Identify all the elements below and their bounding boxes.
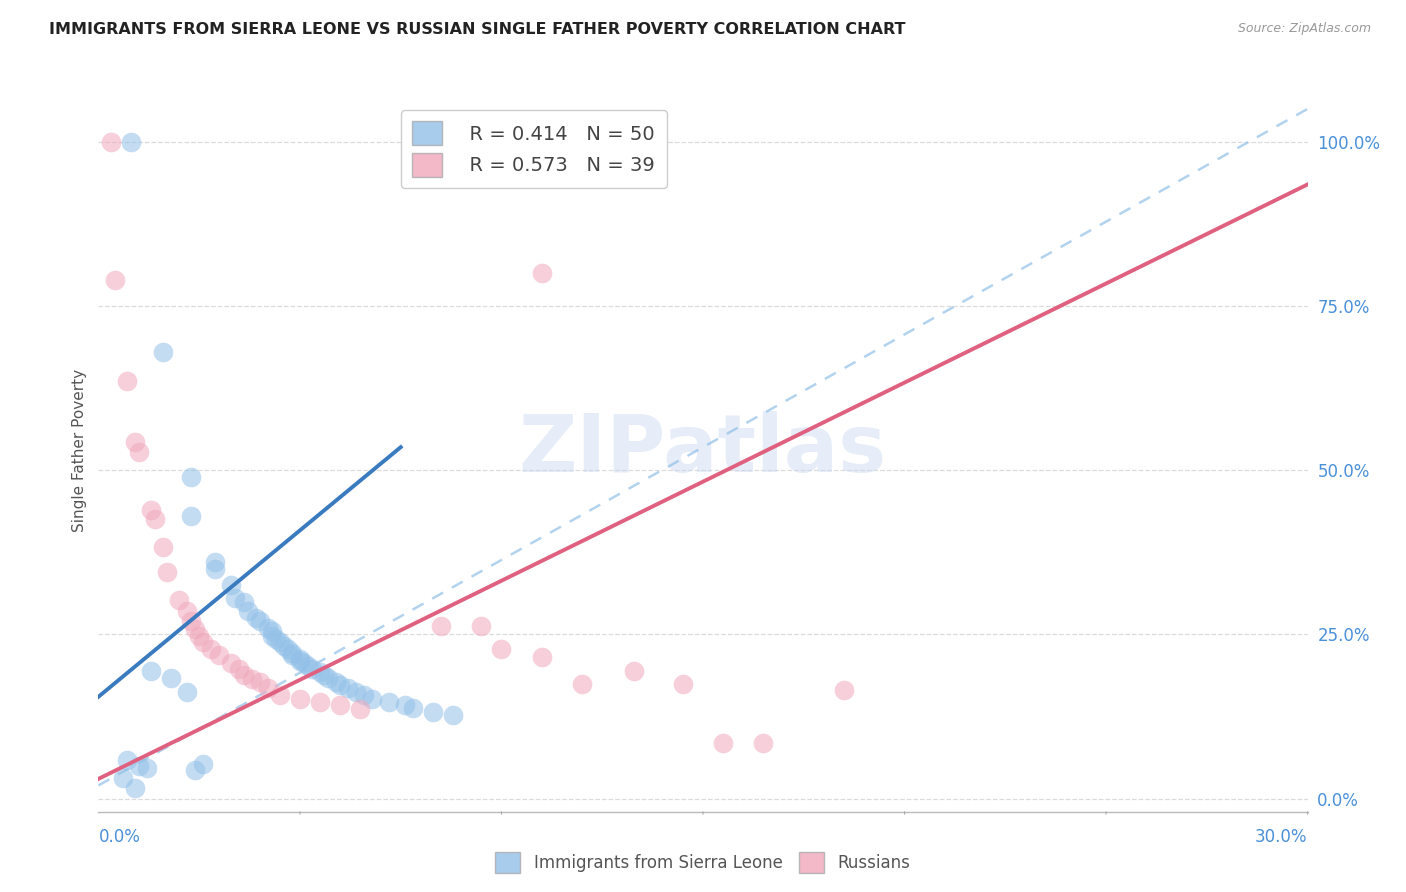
- Point: [200, 641, 222, 656]
- Point: [228, 661, 250, 675]
- Y-axis label: Single Father Poverty: Single Father Poverty: [72, 369, 87, 532]
- Point: [277, 641, 299, 656]
- Point: [309, 695, 332, 709]
- Point: [571, 676, 593, 690]
- Text: ZIPatlas: ZIPatlas: [519, 411, 887, 490]
- Text: Source: ZipAtlas.com: Source: ZipAtlas.com: [1237, 22, 1371, 36]
- Point: [204, 555, 226, 569]
- Point: [180, 469, 202, 483]
- Point: [184, 622, 207, 636]
- Point: [292, 656, 315, 670]
- Point: [176, 604, 198, 618]
- Point: [623, 664, 645, 678]
- Point: [232, 594, 254, 608]
- Point: [152, 345, 174, 359]
- Point: [135, 761, 157, 775]
- Point: [184, 763, 207, 777]
- Point: [430, 619, 453, 633]
- Legend: Immigrants from Sierra Leone, Russians: Immigrants from Sierra Leone, Russians: [489, 846, 917, 880]
- Point: [115, 754, 138, 768]
- Point: [111, 771, 134, 785]
- Point: [264, 632, 287, 646]
- Point: [260, 624, 283, 639]
- Point: [232, 668, 254, 682]
- Point: [711, 736, 734, 750]
- Point: [256, 621, 278, 635]
- Point: [316, 672, 339, 686]
- Point: [221, 656, 243, 670]
- Point: [124, 780, 146, 795]
- Point: [167, 592, 190, 607]
- Point: [103, 273, 125, 287]
- Point: [249, 675, 271, 690]
- Point: [530, 650, 553, 665]
- Point: [124, 434, 146, 449]
- Point: [441, 708, 464, 723]
- Point: [752, 736, 775, 750]
- Text: 0.0%: 0.0%: [98, 828, 141, 847]
- Point: [236, 604, 259, 618]
- Point: [353, 688, 375, 702]
- Point: [224, 591, 246, 606]
- Point: [160, 672, 183, 686]
- Point: [394, 698, 416, 712]
- Point: [256, 681, 278, 696]
- Point: [281, 648, 304, 663]
- Point: [288, 691, 311, 706]
- Point: [245, 611, 267, 625]
- Point: [530, 266, 553, 280]
- Point: [832, 683, 855, 698]
- Point: [139, 664, 162, 678]
- Point: [288, 654, 311, 668]
- Point: [139, 502, 162, 516]
- Point: [188, 629, 211, 643]
- Point: [402, 701, 425, 715]
- Point: [314, 668, 336, 682]
- Point: [204, 562, 226, 576]
- Point: [115, 375, 138, 389]
- Point: [344, 684, 367, 698]
- Point: [273, 639, 295, 653]
- Point: [337, 681, 360, 696]
- Point: [329, 678, 352, 692]
- Point: [193, 635, 215, 649]
- Point: [281, 646, 304, 660]
- Text: 30.0%: 30.0%: [1256, 828, 1308, 847]
- Point: [100, 135, 122, 149]
- Point: [301, 661, 323, 675]
- Point: [128, 444, 150, 458]
- Point: [329, 698, 352, 713]
- Point: [180, 614, 202, 628]
- Point: [269, 688, 291, 702]
- Point: [208, 648, 231, 663]
- Point: [470, 619, 492, 633]
- Legend:   R = 0.414   N = 50,   R = 0.573   N = 39: R = 0.414 N = 50, R = 0.573 N = 39: [401, 110, 666, 188]
- Point: [297, 659, 319, 673]
- Point: [249, 614, 271, 628]
- Point: [180, 509, 202, 524]
- Point: [309, 665, 332, 679]
- Point: [120, 135, 142, 149]
- Point: [288, 651, 311, 665]
- Point: [422, 705, 444, 719]
- Point: [156, 565, 179, 579]
- Point: [269, 635, 291, 649]
- Point: [349, 701, 371, 715]
- Text: IMMIGRANTS FROM SIERRA LEONE VS RUSSIAN SINGLE FATHER POVERTY CORRELATION CHART: IMMIGRANTS FROM SIERRA LEONE VS RUSSIAN …: [49, 22, 905, 37]
- Point: [491, 642, 513, 657]
- Point: [260, 629, 283, 643]
- Point: [152, 540, 174, 554]
- Point: [128, 758, 150, 772]
- Point: [361, 691, 384, 706]
- Point: [672, 676, 695, 690]
- Point: [176, 684, 198, 698]
- Point: [193, 756, 215, 771]
- Point: [377, 695, 399, 709]
- Point: [143, 512, 166, 526]
- Point: [240, 672, 263, 686]
- Point: [325, 674, 347, 689]
- Point: [221, 578, 243, 592]
